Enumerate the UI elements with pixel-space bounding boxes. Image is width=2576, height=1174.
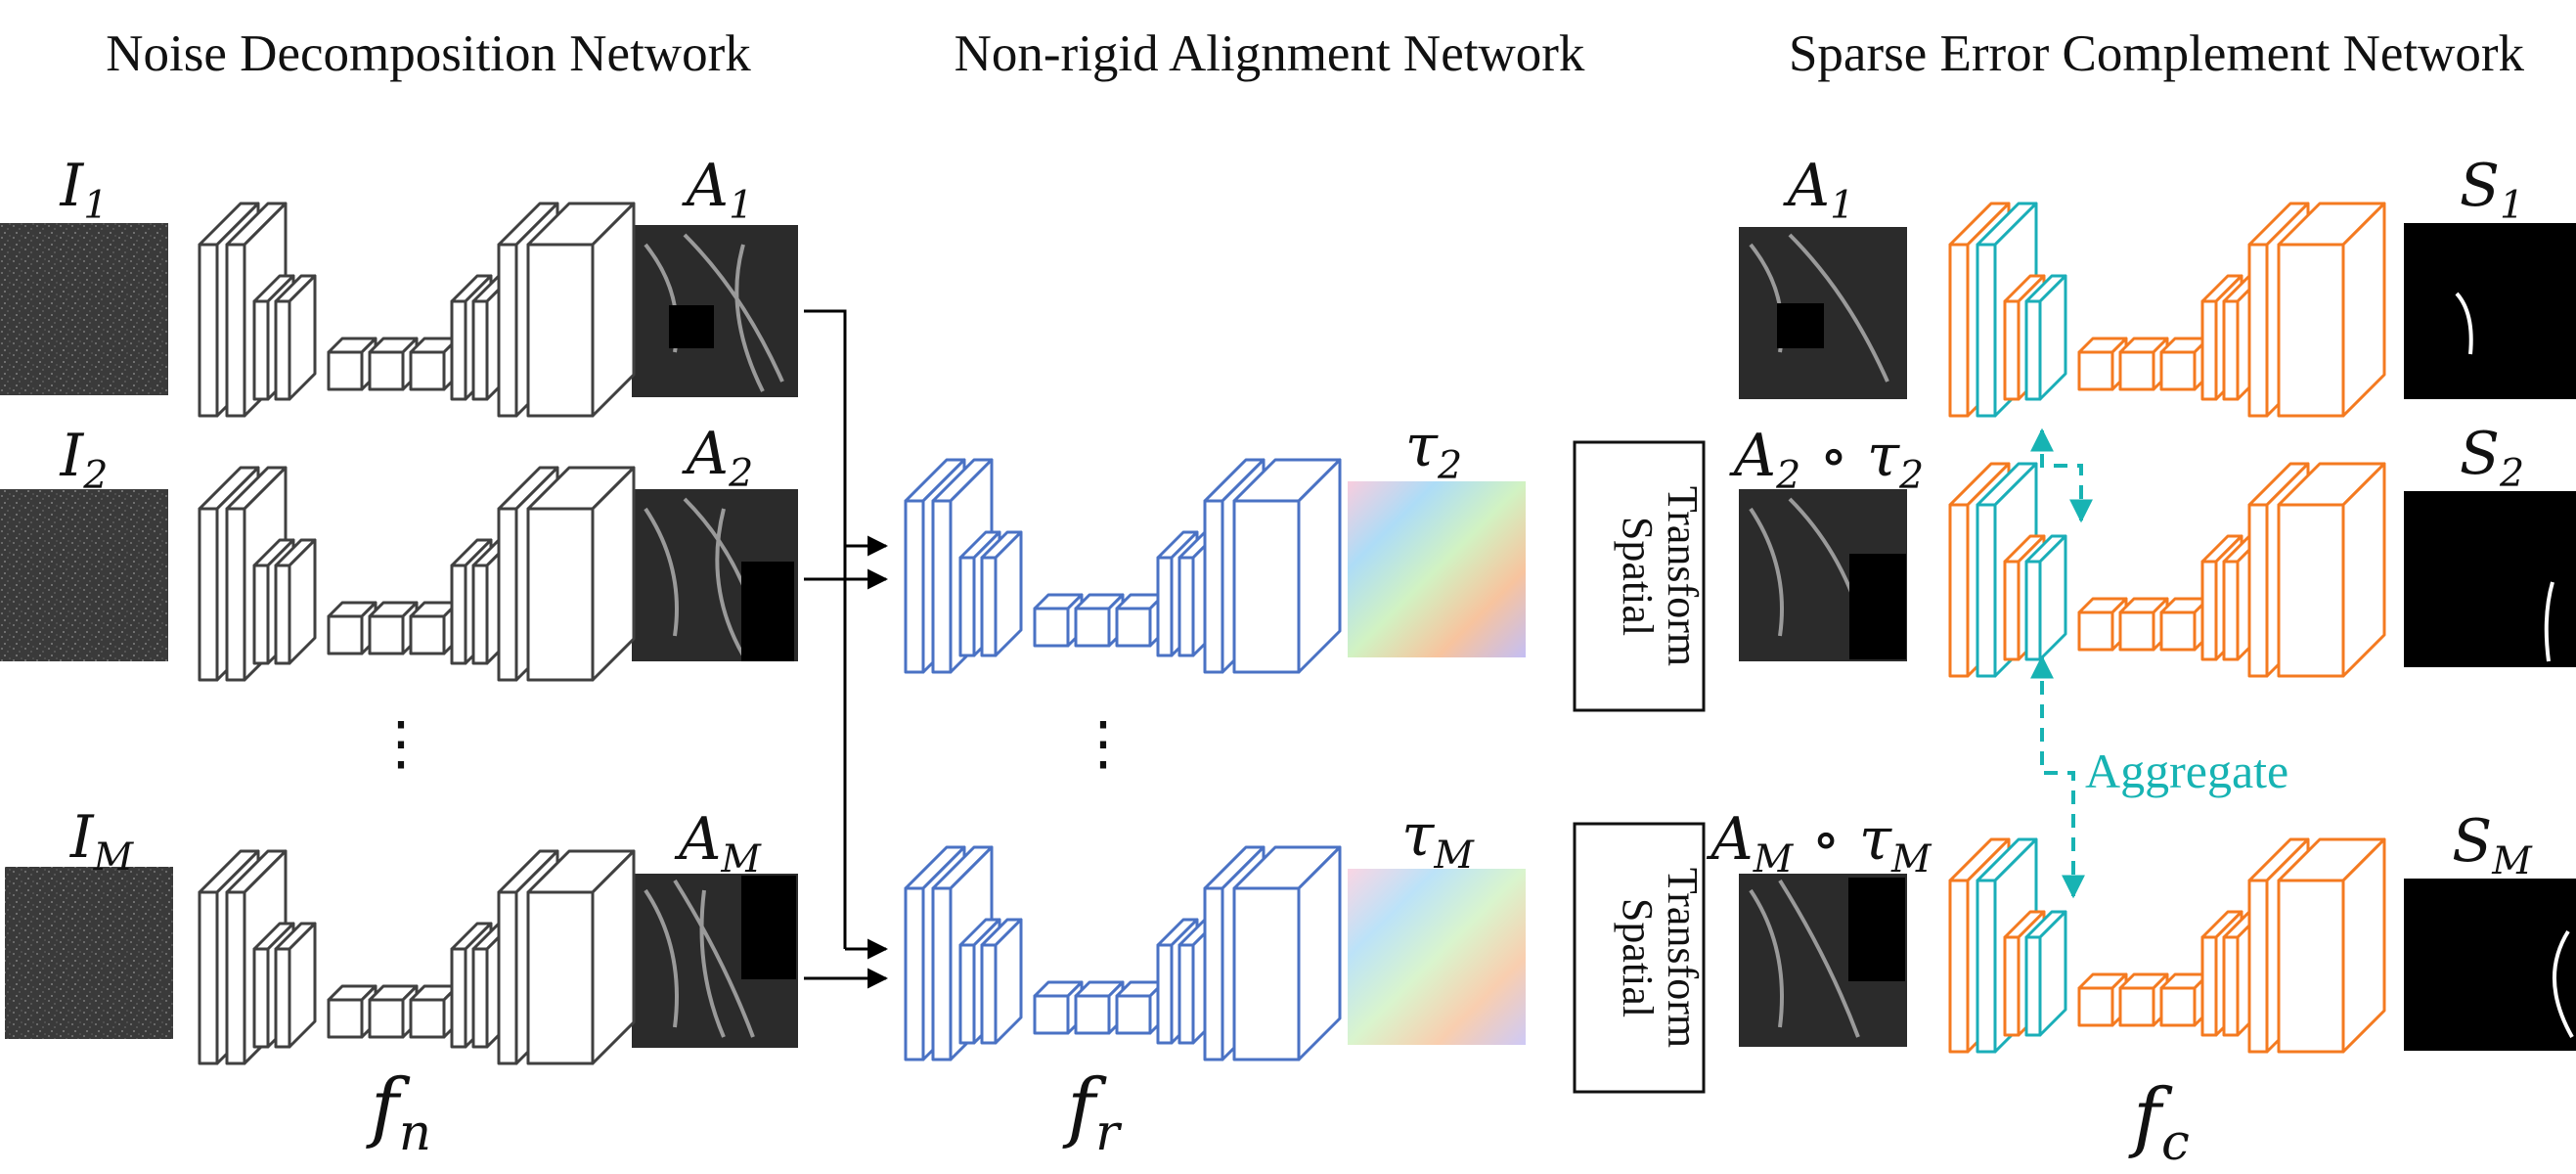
noise-net-2 bbox=[198, 466, 636, 682]
align-net-2-layer-5 bbox=[1074, 593, 1125, 648]
math-labels: I1 I2 IM A1 A2 AM τ2 τM A1 A2 ∘ τ2 AM ∘ τM S1 S2 SM fn… bbox=[60, 152, 2534, 1172]
align-net-2 bbox=[904, 458, 1342, 674]
aligned-occlusion-a2 bbox=[1849, 554, 1906, 659]
occlusion-a2 bbox=[741, 562, 794, 661]
align-net-2-layer-10 bbox=[1232, 458, 1342, 674]
input-image-1 bbox=[0, 223, 168, 395]
decomposed-label-1: A2 bbox=[682, 420, 754, 496]
network-label-fr: fr bbox=[1062, 1063, 1123, 1162]
ellipsis-align: ⋮ bbox=[1074, 711, 1133, 776]
input-label-1: I2 bbox=[60, 422, 109, 498]
ellipsis-noise: ⋮ bbox=[372, 711, 430, 776]
aggregate-label: Aggregate bbox=[2085, 744, 2288, 798]
noise-net-2-layer-10 bbox=[526, 466, 636, 682]
complement-net-1 bbox=[1948, 202, 2386, 418]
input-label-2: IM bbox=[69, 803, 135, 880]
noise-net-1 bbox=[198, 202, 636, 418]
noise-net-m bbox=[198, 849, 636, 1065]
input-images bbox=[0, 223, 173, 1039]
align-net-m-layer-10 bbox=[1232, 845, 1342, 1061]
input-image-2 bbox=[0, 489, 168, 661]
sparse-image-s1 bbox=[2404, 223, 2576, 399]
input-image-m bbox=[5, 867, 173, 1039]
spatial-transform-line2: Transform bbox=[1659, 868, 1707, 1048]
network-blocks bbox=[198, 202, 2386, 1065]
noise-net-m-layer-10 bbox=[526, 849, 636, 1065]
aligned-label-0: A1 bbox=[1783, 152, 1855, 228]
decomposed-label-2: AM bbox=[674, 805, 762, 881]
sparse-images bbox=[2404, 223, 2576, 1051]
align-net-2-layer-3 bbox=[980, 530, 1023, 657]
complement-net-2-layer-3 bbox=[2024, 534, 2067, 661]
deformation-field-tau2 bbox=[1348, 481, 1526, 657]
title-noise-network: Noise Decomposition Network bbox=[106, 25, 751, 82]
noise-net-1-layer-10 bbox=[526, 202, 636, 418]
align-net-m-layer-3 bbox=[980, 918, 1023, 1045]
occlusion-am bbox=[741, 876, 796, 979]
noise-net-m-layer-3 bbox=[274, 922, 317, 1049]
occlusion-a1 bbox=[669, 305, 714, 348]
network-label-fc: fc bbox=[2128, 1073, 2190, 1172]
sparse-label-0: S1 bbox=[2460, 152, 2524, 228]
aligned-images bbox=[1739, 227, 1907, 1047]
deformation-field-taum bbox=[1348, 869, 1526, 1045]
deformation-fields bbox=[1348, 481, 1526, 1045]
complement-net-m bbox=[1948, 837, 2386, 1054]
aligned-label-2: AM ∘ τM bbox=[1706, 805, 1932, 881]
aligned-label-1: A2 ∘ τ2 bbox=[1729, 422, 1924, 498]
aligned-occlusion-a1 bbox=[1777, 303, 1824, 348]
network-label-fn: fn bbox=[366, 1063, 431, 1162]
sparse-label-2: SM bbox=[2452, 807, 2533, 883]
aligned-occlusion-am bbox=[1848, 878, 1905, 981]
title-complement-network: Sparse Error Complement Network bbox=[1789, 25, 2525, 82]
sparse-label-1: S2 bbox=[2460, 420, 2524, 496]
alignment-input-arrows bbox=[804, 309, 889, 989]
complement-net-1-layer-10 bbox=[2277, 202, 2386, 418]
spatial-transform-line1: Spatial bbox=[1614, 898, 1662, 1017]
aggregate-arrows bbox=[2030, 428, 2093, 899]
complement-net-m-layer-10 bbox=[2277, 837, 2386, 1054]
vessel-image-a1 bbox=[632, 225, 798, 397]
field-label-1: τM bbox=[1401, 801, 1475, 878]
spatial-transform-line1: Spatial bbox=[1614, 517, 1662, 636]
complement-net-2-layer-6 bbox=[2159, 597, 2210, 652]
spatial-transform-line2: Transform bbox=[1659, 486, 1707, 666]
noise-net-1-layer-3 bbox=[274, 274, 317, 401]
sparse-image-sm bbox=[2404, 879, 2576, 1051]
field-label-0: τ2 bbox=[1405, 412, 1462, 488]
title-alignment-network: Non-rigid Alignment Network bbox=[955, 25, 1585, 82]
complement-net-2 bbox=[1948, 462, 2386, 678]
spatial-transform-2: Spatial Transform bbox=[1573, 822, 1707, 1094]
complement-net-1-layer-3 bbox=[2024, 274, 2067, 401]
input-label-0: I1 bbox=[60, 152, 109, 228]
decomposed-images bbox=[632, 225, 798, 1048]
complement-net-m-layer-3 bbox=[2024, 910, 2067, 1037]
spatial-transform-1: Spatial Transform bbox=[1573, 440, 1707, 712]
noise-net-2-layer-3 bbox=[274, 538, 317, 665]
sparse-image-s2 bbox=[2404, 491, 2576, 667]
align-net-m bbox=[904, 845, 1342, 1061]
complement-net-2-layer-10 bbox=[2277, 462, 2386, 678]
noise-net-1-layer-4 bbox=[327, 337, 378, 391]
decomposed-label-0: A1 bbox=[682, 152, 754, 228]
